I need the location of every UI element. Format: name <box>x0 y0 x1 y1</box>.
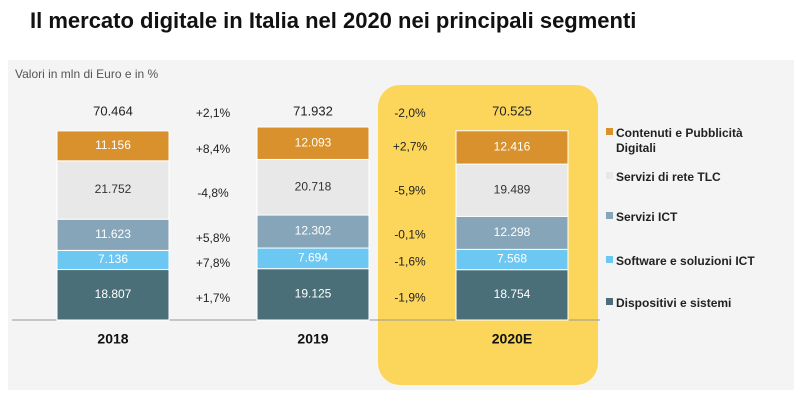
value-label: 20.718 <box>295 179 332 193</box>
total-change-label: -2,0% <box>394 106 426 120</box>
bar-segment <box>56 130 170 162</box>
bar-segment <box>56 160 170 220</box>
legend-label: Servizi ICT <box>616 210 678 224</box>
value-label: 18.754 <box>494 287 531 301</box>
bar-segment <box>56 218 170 251</box>
bar-segment <box>455 130 569 165</box>
bar-segment <box>455 163 569 217</box>
x-tick-label: 2020E <box>492 331 532 347</box>
legend-swatch <box>606 212 613 219</box>
value-label: 12.093 <box>295 135 332 149</box>
legend-swatch <box>606 256 613 263</box>
change-label: +8,4% <box>196 142 231 156</box>
chart-title: Il mercato digitale in Italia nel 2020 n… <box>30 8 636 33</box>
legend-label: Software e soluzioni ICT <box>616 254 755 268</box>
bar-segment <box>455 269 569 321</box>
bar-segment <box>256 214 370 249</box>
legend-entry: Contenuti e Pubblicità Digitali <box>606 126 796 156</box>
change-label: -1,9% <box>394 291 426 305</box>
value-label: 19.489 <box>494 182 531 196</box>
legend-entry: Software e soluzioni ICT <box>606 254 796 269</box>
value-label: 7.136 <box>98 252 128 266</box>
bar-segment <box>56 269 170 321</box>
legend-entry: Servizi ICT <box>606 210 796 225</box>
legend-entry: Servizi di rete TLC <box>606 170 796 185</box>
change-label: -0,1% <box>394 228 426 242</box>
value-label: 7.694 <box>298 251 328 265</box>
change-label: +2,7% <box>393 139 428 153</box>
total-label: 70.464 <box>93 103 133 118</box>
legend-swatch <box>606 172 613 179</box>
legend-swatch <box>606 128 613 135</box>
value-label: 12.302 <box>295 224 332 238</box>
x-tick-label: 2019 <box>297 331 328 347</box>
legend-swatch <box>606 298 613 305</box>
change-label: -5,9% <box>394 183 426 197</box>
value-label: 12.298 <box>494 225 531 239</box>
legend-entry: Dispositivi e sistemi <box>606 296 796 311</box>
change-label: +1,7% <box>196 291 231 305</box>
total-label: 71.932 <box>293 103 333 118</box>
bar-segment <box>256 126 370 160</box>
value-label: 11.623 <box>95 227 131 241</box>
value-label: 21.752 <box>95 182 132 196</box>
value-label: 18.807 <box>95 287 132 301</box>
x-tick-label: 2018 <box>97 331 128 347</box>
change-label: +7,8% <box>196 256 231 270</box>
total-change-label: +2,1% <box>196 106 231 120</box>
change-label: +5,8% <box>196 231 231 245</box>
bar-segment <box>256 158 370 216</box>
legend-label: Contenuti e Pubblicità Digitali <box>616 126 743 155</box>
change-label: -1,6% <box>394 255 426 269</box>
legend-label: Dispositivi e sistemi <box>616 296 732 310</box>
change-label: -4,8% <box>197 186 229 200</box>
value-label: 12.416 <box>494 140 531 154</box>
bar-segment <box>256 268 370 321</box>
value-label: 11.156 <box>95 138 131 152</box>
subtitle: Valori in mln di Euro e in % <box>15 67 159 81</box>
value-label: 19.125 <box>295 287 332 301</box>
total-label: 70.525 <box>492 103 532 118</box>
legend-label: Servizi di rete TLC <box>616 170 721 184</box>
value-label: 7.568 <box>497 252 527 266</box>
